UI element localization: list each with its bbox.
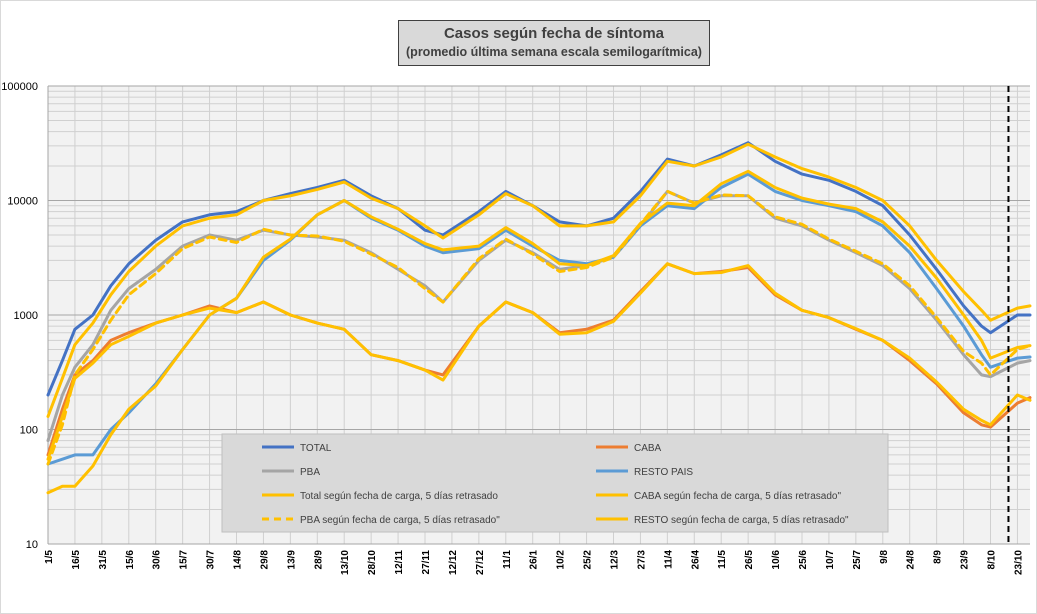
major-gridlines [47, 85, 1030, 545]
legend-label: PBA [300, 467, 320, 478]
x-tick-label: 26/5 [744, 550, 755, 570]
x-tick-label: 10/7 [825, 550, 836, 570]
x-tick-label: 24/8 [906, 550, 917, 570]
x-tick-label: 30/7 [206, 550, 217, 570]
x-tick-label: 27/3 [636, 550, 647, 570]
chart-title-box: Casos según fecha de síntoma (promedio ú… [398, 20, 710, 66]
y-tick-label: 10 [26, 539, 38, 551]
chart-title: Casos según fecha de síntoma [443, 25, 665, 42]
x-tick-label: 13/10 [340, 550, 351, 575]
x-tick-label: 25/7 [852, 550, 863, 570]
x-tick-label: 25/2 [583, 550, 594, 570]
x-tick-label: 10/2 [556, 550, 567, 570]
x-tick-label: 26/4 [690, 550, 701, 570]
x-tick-label: 28/9 [313, 550, 324, 570]
x-tick-label: 9/8 [879, 550, 890, 564]
x-tick-label: 27/11 [421, 550, 432, 575]
x-tick-label: 23/10 [1013, 550, 1024, 575]
x-tick-label: 31/5 [98, 550, 109, 570]
x-tick-label: 13/9 [286, 550, 297, 570]
legend-label: TOTAL [300, 443, 332, 454]
legend-label: CABA según fecha de carga, 5 días retras… [634, 491, 841, 502]
y-tick-label: 10000 [7, 196, 38, 208]
legend-label: RESTO según fecha de carga, 5 días retra… [634, 515, 849, 526]
x-tick-label: 11/5 [717, 550, 728, 569]
series-line-8 [46, 169, 1032, 495]
y-tick-label: 100 [20, 425, 38, 437]
x-tick-label: 1/5 [44, 550, 55, 564]
x-tick-label: 28/10 [367, 550, 378, 575]
y-tick-label: 1000 [14, 310, 38, 322]
legend: TOTAL CABA PBA RESTO PAIS Total según fecha … [221, 433, 889, 533]
legend-label: RESTO PAIS [634, 467, 693, 478]
x-tick-label: 12/3 [610, 550, 621, 570]
chart-subtitle: (promedio última semana escala semilogar… [406, 45, 702, 59]
series-line-6 [46, 262, 1032, 461]
x-tick-label: 15/6 [125, 550, 136, 570]
x-tick-label: 30/6 [152, 550, 163, 570]
x-tick-label: 11/1 [502, 550, 513, 569]
x-tick-label: 12/11 [394, 550, 405, 575]
legend-label: CABA [634, 443, 662, 454]
series-lines [46, 141, 1032, 495]
x-tick-label: 10/6 [771, 550, 782, 570]
x-tick-label: 8/10 [987, 550, 998, 570]
x-tick-label: 12/12 [448, 550, 459, 575]
y-tick-label: 100000 [1, 81, 38, 93]
legend-label: Total según fecha de carga, 5 días retra… [300, 491, 498, 502]
x-tick-label: 14/8 [233, 550, 244, 570]
x-tick-label: 23/9 [960, 550, 971, 570]
legend-label: PBA según fecha de carga, 5 días retrasa… [300, 515, 500, 526]
series-line-7 [46, 189, 1032, 466]
x-axis-tick-labels: 1/5 16/5 31/5 15/6 30/6 15/7 30/7 14/8 29/8 13/9 2… [44, 550, 1024, 575]
series-line-5 [46, 142, 1032, 418]
x-tick-label: 11/4 [663, 550, 674, 569]
legend-items: TOTAL CABA PBA RESTO PAIS Total según fecha … [262, 443, 849, 526]
legend-box [221, 433, 889, 533]
x-tick-label: 25/6 [798, 550, 809, 570]
x-tick-label: 16/5 [71, 550, 82, 570]
x-tick-label: 15/7 [179, 550, 190, 570]
y-axis-tick-labels: 10 100 1000 10000 100000 [1, 81, 38, 551]
x-tick-label: 29/8 [259, 550, 270, 570]
x-tick-label: 27/12 [475, 550, 486, 575]
x-tick-label: 8/9 [933, 550, 944, 564]
x-tick-label: 26/1 [529, 550, 540, 570]
